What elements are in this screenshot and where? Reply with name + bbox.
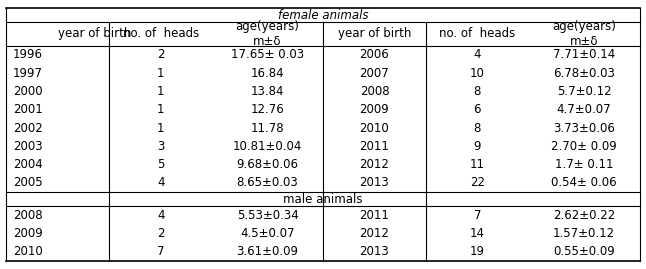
- Text: 2008: 2008: [13, 209, 43, 222]
- Text: 8: 8: [474, 85, 481, 98]
- Text: 2: 2: [157, 48, 165, 61]
- Text: no. of  heads: no. of heads: [439, 27, 516, 40]
- Text: 3: 3: [157, 140, 165, 153]
- Text: 2009: 2009: [360, 103, 390, 116]
- Text: 7.71±0.14: 7.71±0.14: [553, 48, 615, 61]
- Text: 5: 5: [157, 158, 165, 171]
- Text: 1997: 1997: [13, 67, 43, 80]
- Text: 1: 1: [157, 122, 165, 134]
- Text: 3.73±0.06: 3.73±0.06: [553, 122, 615, 134]
- Text: age(years)
m±δ: age(years) m±δ: [552, 20, 616, 48]
- Text: 2013: 2013: [360, 245, 390, 258]
- Text: 17.65± 0.03: 17.65± 0.03: [231, 48, 304, 61]
- Text: 4: 4: [474, 48, 481, 61]
- Text: 7: 7: [474, 209, 481, 222]
- Text: 6: 6: [474, 103, 481, 116]
- Text: 1.7± 0.11: 1.7± 0.11: [555, 158, 614, 171]
- Text: 5.7±0.12: 5.7±0.12: [557, 85, 612, 98]
- Text: 2: 2: [157, 227, 165, 240]
- Text: 4.5±0.07: 4.5±0.07: [240, 227, 295, 240]
- Text: 22: 22: [470, 176, 484, 189]
- Text: 2.70± 0.09: 2.70± 0.09: [551, 140, 617, 153]
- Text: 14: 14: [470, 227, 484, 240]
- Text: 6.78±0.03: 6.78±0.03: [553, 67, 615, 80]
- Text: 8.65±0.03: 8.65±0.03: [236, 176, 298, 189]
- Text: 2010: 2010: [360, 122, 390, 134]
- Text: 0.54± 0.06: 0.54± 0.06: [551, 176, 617, 189]
- Text: 13.84: 13.84: [251, 85, 284, 98]
- Text: 11.78: 11.78: [251, 122, 284, 134]
- Text: 19: 19: [470, 245, 484, 258]
- Text: 2009: 2009: [13, 227, 43, 240]
- Text: 2013: 2013: [360, 176, 390, 189]
- Text: 2004: 2004: [13, 158, 43, 171]
- Text: 3.61±0.09: 3.61±0.09: [236, 245, 298, 258]
- Text: 5.53±0.34: 5.53±0.34: [236, 209, 298, 222]
- Text: 1: 1: [157, 103, 165, 116]
- Text: 2005: 2005: [13, 176, 43, 189]
- Text: 2001: 2001: [13, 103, 43, 116]
- Text: 2002: 2002: [13, 122, 43, 134]
- Text: 16.84: 16.84: [251, 67, 284, 80]
- Text: 1: 1: [157, 85, 165, 98]
- Text: female animals: female animals: [278, 9, 368, 22]
- Text: 2000: 2000: [13, 85, 43, 98]
- Text: 1996: 1996: [13, 48, 43, 61]
- Text: 2008: 2008: [360, 85, 390, 98]
- Text: 12.76: 12.76: [251, 103, 284, 116]
- Text: male animals: male animals: [283, 193, 363, 206]
- Text: 2007: 2007: [360, 67, 390, 80]
- Text: 10.81±0.04: 10.81±0.04: [233, 140, 302, 153]
- Text: no. of  heads: no. of heads: [123, 27, 199, 40]
- Text: 2003: 2003: [13, 140, 43, 153]
- Text: 9.68±0.06: 9.68±0.06: [236, 158, 298, 171]
- Text: 1: 1: [157, 67, 165, 80]
- Text: 4: 4: [157, 176, 165, 189]
- Text: 8: 8: [474, 122, 481, 134]
- Text: 7: 7: [157, 245, 165, 258]
- Text: year of birth: year of birth: [338, 27, 411, 40]
- Text: 9: 9: [474, 140, 481, 153]
- Text: 2011: 2011: [360, 209, 390, 222]
- Text: age(years)
m±δ: age(years) m±δ: [236, 20, 300, 48]
- Text: 2011: 2011: [360, 140, 390, 153]
- Text: 2012: 2012: [360, 227, 390, 240]
- Text: year of birth: year of birth: [58, 27, 131, 40]
- Text: 2012: 2012: [360, 158, 390, 171]
- Text: 10: 10: [470, 67, 484, 80]
- Text: 2006: 2006: [360, 48, 390, 61]
- Text: 11: 11: [470, 158, 484, 171]
- Text: 4.7±0.07: 4.7±0.07: [557, 103, 612, 116]
- Text: 2.62±0.22: 2.62±0.22: [553, 209, 615, 222]
- Text: 2010: 2010: [13, 245, 43, 258]
- Text: 0.55±0.09: 0.55±0.09: [553, 245, 615, 258]
- Text: 4: 4: [157, 209, 165, 222]
- Text: 1.57±0.12: 1.57±0.12: [553, 227, 615, 240]
